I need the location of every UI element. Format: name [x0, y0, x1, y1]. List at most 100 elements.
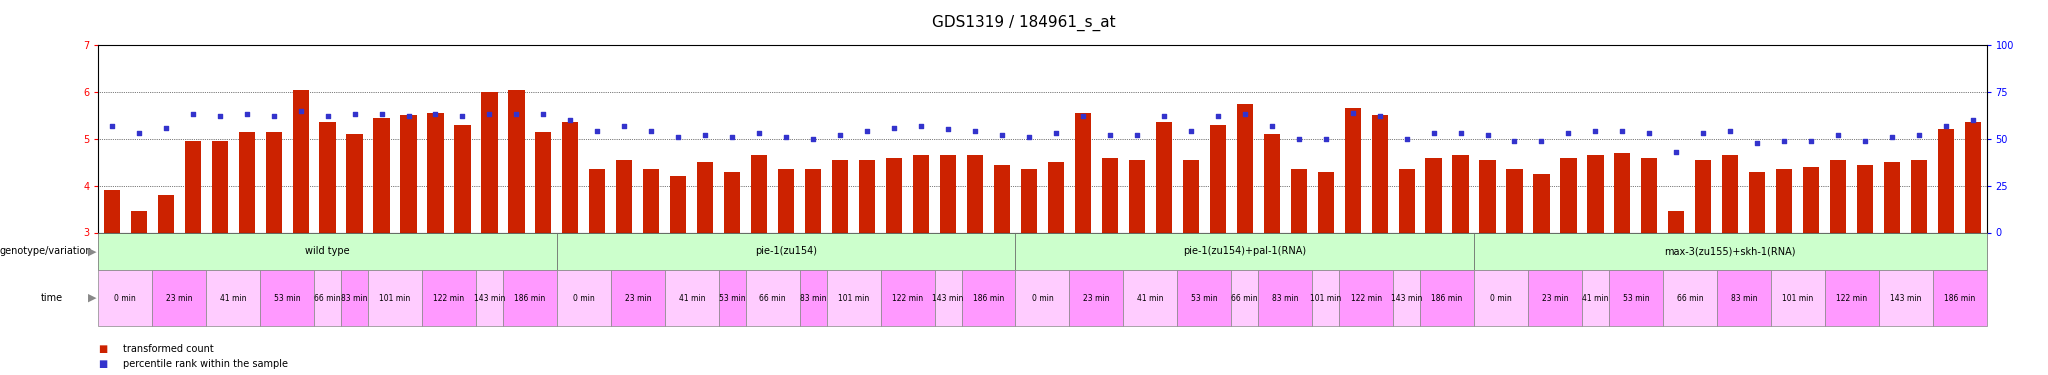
Bar	[940, 155, 956, 232]
Bar	[563, 122, 578, 232]
Bar	[778, 169, 795, 232]
Point	[1174, 128, 1206, 134]
Text: 23 min: 23 min	[625, 294, 651, 303]
Point	[473, 111, 506, 117]
Bar	[535, 132, 551, 232]
Bar	[1534, 174, 1550, 232]
Bar	[481, 92, 498, 232]
Point	[717, 134, 750, 140]
Point	[446, 113, 479, 119]
Bar	[1425, 158, 1442, 232]
Bar	[1587, 155, 1604, 232]
Bar	[1640, 158, 1657, 232]
Bar	[1858, 165, 1874, 232]
Point	[1229, 111, 1262, 117]
Bar	[293, 90, 309, 232]
Point	[1120, 132, 1153, 138]
Bar	[670, 176, 686, 232]
Bar	[1452, 155, 1468, 232]
Point	[958, 128, 991, 134]
Text: 186 min: 186 min	[1432, 294, 1462, 303]
Text: max-3(zu155)+skh-1(RNA): max-3(zu155)+skh-1(RNA)	[1665, 246, 1796, 256]
Text: 53 min: 53 min	[1622, 294, 1649, 303]
Point	[311, 113, 344, 119]
Text: 66 min: 66 min	[760, 294, 786, 303]
Bar	[1290, 169, 1307, 232]
Text: 122 min: 122 min	[1350, 294, 1382, 303]
Point	[635, 128, 668, 134]
Bar	[1479, 160, 1495, 232]
Point	[823, 132, 856, 138]
Point	[526, 111, 559, 117]
Bar	[1075, 113, 1092, 232]
Bar	[1561, 158, 1577, 232]
Point	[1391, 136, 1423, 142]
Point	[1497, 138, 1530, 144]
Bar	[1669, 211, 1683, 232]
Text: time: time	[41, 293, 63, 303]
Point	[1661, 149, 1694, 155]
Text: 122 min: 122 min	[1837, 294, 1868, 303]
Bar	[1182, 160, 1198, 232]
Point	[285, 108, 317, 114]
Bar	[428, 113, 444, 232]
Text: 83 min: 83 min	[342, 294, 369, 303]
Point	[391, 113, 424, 119]
Text: ■: ■	[98, 359, 109, 369]
Bar	[1614, 153, 1630, 232]
Text: 0 min: 0 min	[573, 294, 594, 303]
Bar	[831, 160, 848, 232]
Point	[258, 113, 291, 119]
Bar	[752, 155, 768, 232]
Point	[1067, 113, 1100, 119]
Point	[176, 111, 209, 117]
Bar	[1802, 167, 1819, 232]
Point	[932, 126, 965, 132]
Text: 122 min: 122 min	[893, 294, 924, 303]
Point	[608, 123, 641, 129]
Bar	[373, 118, 389, 232]
Point	[1255, 123, 1288, 129]
Text: 186 min: 186 min	[1944, 294, 1974, 303]
Text: 53 min: 53 min	[1192, 294, 1219, 303]
Point	[1335, 110, 1368, 116]
Point	[770, 134, 803, 140]
Text: wild type: wild type	[305, 246, 350, 256]
Text: 41 min: 41 min	[219, 294, 246, 303]
Point	[1632, 130, 1665, 136]
Point	[850, 128, 883, 134]
Point	[1794, 138, 1827, 144]
Bar	[1399, 169, 1415, 232]
Text: 101 min: 101 min	[1311, 294, 1341, 303]
Point	[1470, 132, 1503, 138]
Bar	[455, 124, 471, 232]
Text: 41 min: 41 min	[1137, 294, 1163, 303]
Text: genotype/variation: genotype/variation	[0, 246, 92, 256]
Bar	[158, 195, 174, 232]
Bar	[616, 160, 633, 232]
Point	[1929, 123, 1962, 129]
Bar	[725, 172, 739, 232]
Point	[1956, 117, 1989, 123]
Bar	[1937, 129, 1954, 232]
Point	[688, 132, 721, 138]
Text: 122 min: 122 min	[434, 294, 465, 303]
Point	[123, 130, 156, 136]
Text: 101 min: 101 min	[1782, 294, 1812, 303]
Bar	[1210, 124, 1227, 232]
Bar	[913, 155, 930, 232]
Point	[905, 123, 938, 129]
Point	[96, 123, 129, 129]
Bar	[858, 160, 874, 232]
Point	[1823, 132, 1855, 138]
Text: 186 min: 186 min	[514, 294, 545, 303]
Text: pie-1(zu154)+pal-1(RNA): pie-1(zu154)+pal-1(RNA)	[1184, 246, 1307, 256]
Point	[1040, 130, 1073, 136]
Bar	[967, 155, 983, 232]
Bar	[401, 116, 416, 232]
Point	[1012, 134, 1044, 140]
Bar	[508, 90, 524, 232]
Point	[1714, 128, 1747, 134]
Bar	[1722, 155, 1739, 232]
Point	[338, 111, 371, 117]
